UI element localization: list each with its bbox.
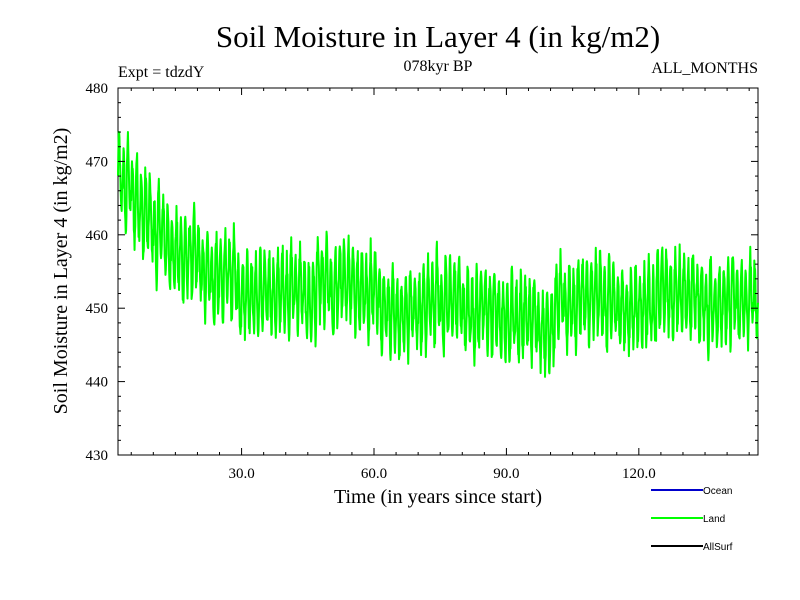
y-tick-label: 470 xyxy=(86,154,109,170)
x-tick-label: 90.0 xyxy=(493,466,519,482)
y-tick-label: 430 xyxy=(86,448,109,464)
y-tick-label: 480 xyxy=(86,81,109,97)
months-label: ALL_MONTHS xyxy=(651,60,758,77)
axes: 430 440 450 460 470 480 30.0 60.0 90.0 120.0 xyxy=(86,81,758,482)
period-label: 078kyr BP xyxy=(404,58,473,75)
legend-label-land: Land xyxy=(703,514,725,525)
x-tick-label: 30.0 xyxy=(228,466,254,482)
x-tick-label: 120.0 xyxy=(622,466,656,482)
legend-label-allsurf: AllSurf xyxy=(703,542,733,553)
chart-title: Soil Moisture in Layer 4 (in kg/m2) xyxy=(216,19,660,54)
y-tick-label: 460 xyxy=(86,228,109,244)
experiment-label: Expt = tdzdY xyxy=(118,64,205,81)
y-axis-label: Soil Moisture in Layer 4 (in kg/m2) xyxy=(50,128,72,415)
y-tick-label: 440 xyxy=(86,375,109,391)
legend: Ocean Land AllSurf xyxy=(651,486,733,553)
land-series-line xyxy=(117,131,759,378)
legend-label-ocean: Ocean xyxy=(703,486,732,497)
x-tick-label: 60.0 xyxy=(361,466,387,482)
y-tick-label: 450 xyxy=(86,301,109,317)
plot-area xyxy=(117,87,759,456)
plot-frame xyxy=(117,87,759,456)
x-axis-label: Time (in years since start) xyxy=(334,486,542,508)
